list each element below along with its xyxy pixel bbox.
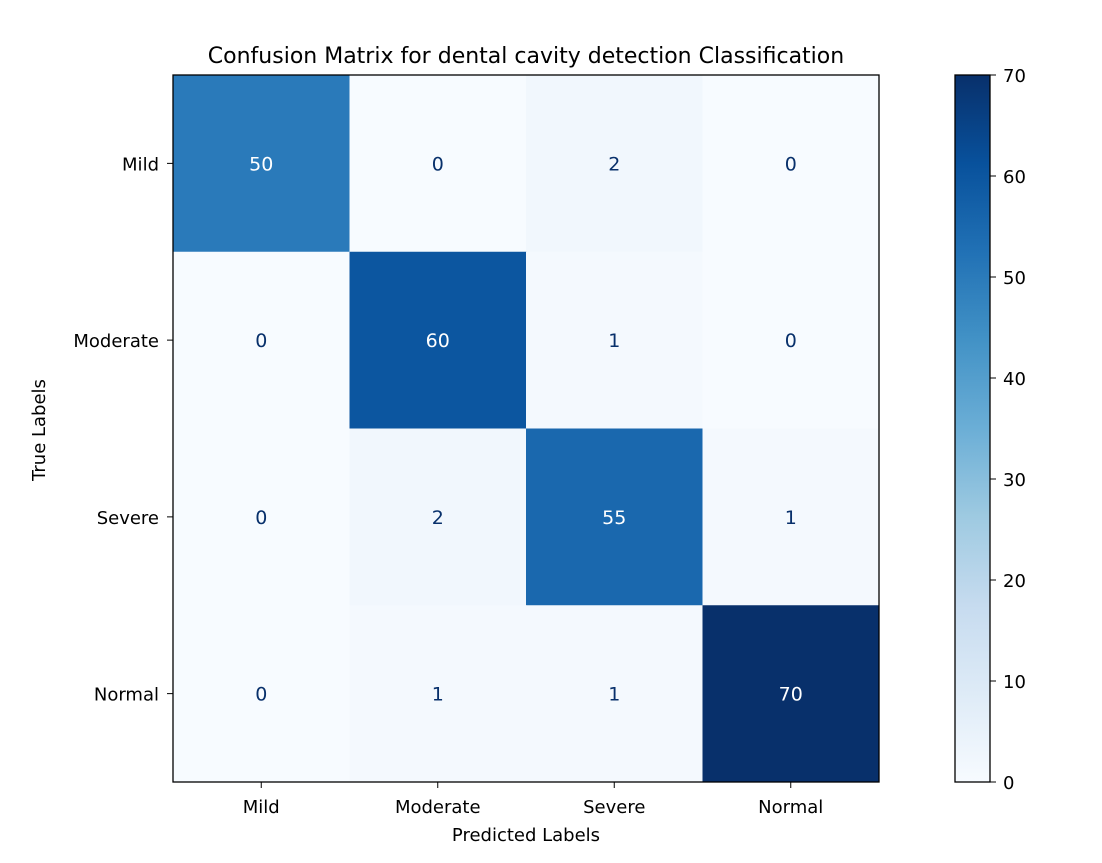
- colorbar-tick-label: 70: [1003, 66, 1026, 87]
- cell-value-label: 70: [779, 684, 803, 706]
- cell-value-label: 0: [785, 153, 797, 175]
- cell-value-label: 0: [785, 330, 797, 352]
- heatmap-frame: [172, 74, 880, 783]
- cell-value-label: 50: [249, 153, 273, 175]
- chart-title: Confusion Matrix for dental cavity detec…: [208, 44, 844, 69]
- x-tick-label: Normal: [758, 797, 823, 818]
- colorbar-tick-label: 60: [1003, 167, 1026, 188]
- heatmap-cell: [526, 605, 703, 783]
- y-axis-label: True Labels: [29, 379, 50, 482]
- colorbar-tick-label: 0: [1003, 773, 1014, 794]
- heatmap-cell: [349, 75, 527, 253]
- colorbar-tick-label: 30: [1003, 470, 1026, 491]
- cell-value-label: 1: [608, 684, 620, 706]
- heatmap-cell: [173, 605, 350, 783]
- heatmap-cell: [349, 428, 527, 606]
- colorbar-tick-label: 50: [1003, 268, 1026, 289]
- y-tick-label: Mild: [122, 154, 159, 175]
- heatmap-cell: [526, 251, 703, 429]
- heatmap-cell: [526, 75, 703, 253]
- heatmap-cell: [173, 251, 350, 429]
- cell-value-label: 0: [255, 330, 267, 352]
- heatmap-cell: [349, 251, 527, 429]
- colorbar-tick-label: 10: [1003, 672, 1026, 693]
- cell-value-label: 0: [432, 153, 444, 175]
- y-tick-label: Moderate: [73, 331, 159, 352]
- y-axis-ticks: Mild Moderate Severe Normal: [73, 154, 173, 706]
- heatmap-cells: [173, 75, 880, 783]
- heatmap-cell: [526, 428, 703, 606]
- y-tick-label: Severe: [97, 508, 159, 529]
- cell-value-label: 1: [432, 684, 444, 706]
- heatmap-cell: [173, 75, 350, 253]
- cell-value-label: 60: [426, 330, 450, 352]
- cell-value-label: 1: [785, 507, 797, 529]
- x-tick-label: Mild: [243, 797, 280, 818]
- colorbar-tick-label: 20: [1003, 571, 1026, 592]
- heatmap-cell: [702, 605, 880, 783]
- x-axis-ticks: Mild Moderate Severe Normal: [243, 782, 823, 818]
- y-tick-label: Normal: [94, 685, 159, 706]
- heatmap-cell: [349, 605, 527, 783]
- cell-value-label: 0: [255, 684, 267, 706]
- heatmap-cell: [702, 251, 880, 429]
- cell-value-label: 2: [432, 507, 444, 529]
- colorbar-ticks: 0 10 20 30 40 50 60 70: [990, 66, 1026, 794]
- heatmap-cell: [702, 428, 880, 606]
- cell-value-label: 55: [602, 507, 626, 529]
- colorbar: [954, 74, 991, 783]
- heatmap-cell-labels: 50 0 2 0 0 60 1 0 0 2 55 1 0 1 1 70: [249, 153, 803, 705]
- colorbar-tick-label: 40: [1003, 369, 1026, 390]
- heatmap-cell: [173, 428, 350, 606]
- cell-value-label: 0: [255, 507, 267, 529]
- x-axis-label: Predicted Labels: [452, 825, 600, 846]
- heatmap-cell: [702, 75, 880, 253]
- cell-value-label: 2: [608, 153, 620, 175]
- cell-value-label: 1: [608, 330, 620, 352]
- x-tick-label: Moderate: [395, 797, 481, 818]
- x-tick-label: Severe: [583, 797, 645, 818]
